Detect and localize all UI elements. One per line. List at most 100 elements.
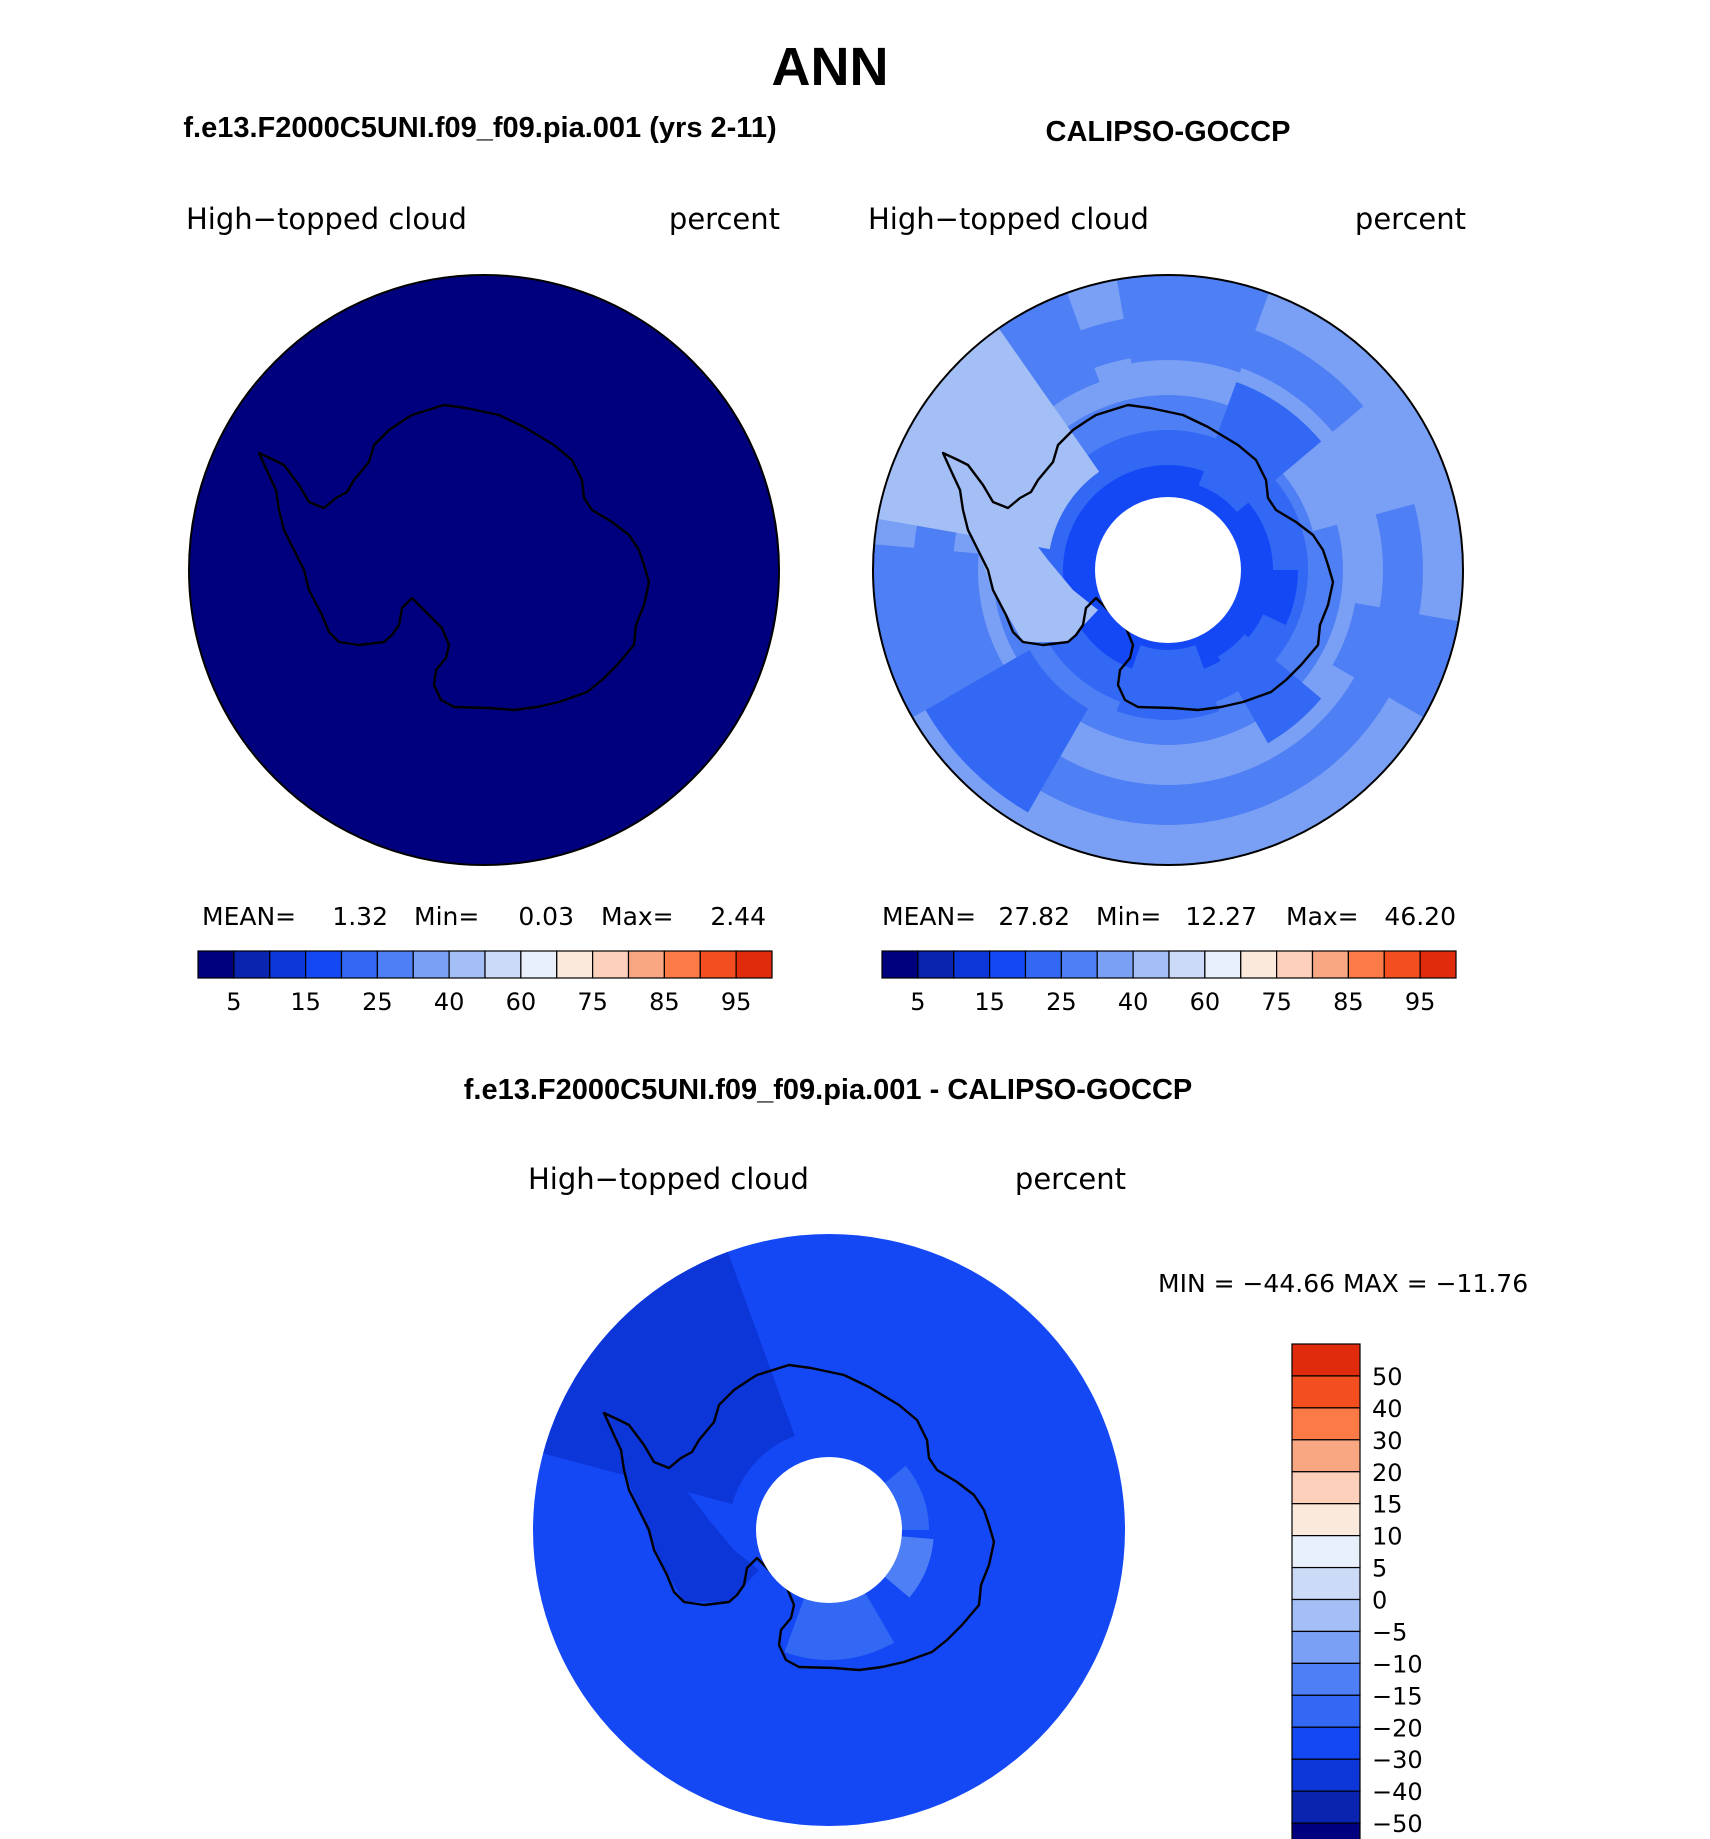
model-max-label: Max= <box>601 902 674 931</box>
diff-colorbar-tick-label: −40 <box>1372 1778 1423 1806</box>
diff-colorbar-tick-label: −20 <box>1372 1714 1423 1742</box>
field-region <box>995 288 1100 407</box>
obs-colorbar-tick-label: 15 <box>974 988 1005 1016</box>
field-region <box>943 453 1098 642</box>
field-region <box>1115 275 1271 373</box>
model-colorbar-tick-label: 15 <box>290 988 321 1016</box>
obs-colorbar-box <box>1383 950 1421 979</box>
diff-colorbar-tick-label: −30 <box>1372 1746 1423 1774</box>
model-colorbar-tick-label: 40 <box>434 988 465 1016</box>
diff-colorbar-box <box>1291 1407 1361 1441</box>
obs-mean-value: 27.82 <box>998 902 1070 931</box>
obs-colorbar-box <box>1060 950 1098 979</box>
obs-panel: CALIPSO-GOCCP High−topped cloud percent … <box>868 116 1466 1016</box>
diff-colorbar-tick-label: 30 <box>1372 1427 1403 1455</box>
diff-variable-label: High−topped cloud <box>528 1162 809 1196</box>
model-colorbar-box <box>305 950 343 979</box>
obs-map-border <box>872 274 1464 866</box>
field-region <box>784 1590 894 1660</box>
model-map <box>188 274 780 866</box>
obs-colorbar-box <box>1347 950 1385 979</box>
diff-colorbar-tick-label: 15 <box>1372 1491 1403 1519</box>
obs-colorbar-box <box>989 950 1027 979</box>
diff-colorbar-box <box>1291 1343 1361 1377</box>
model-colorbar: 5 15 25 40 60 75 85 95 <box>197 950 773 1016</box>
model-panel: f.e13.F2000C5UNI.f09_f09.pia.001 (yrs 2-… <box>183 112 780 1016</box>
obs-min-value: 12.27 <box>1185 902 1257 931</box>
diff-colorbar-tick-label: −10 <box>1372 1650 1423 1678</box>
obs-map-field <box>873 275 1463 865</box>
model-mean-value: 1.32 <box>332 902 388 931</box>
diff-colorbar-tick-label: −5 <box>1372 1618 1407 1646</box>
obs-max-label: Max= <box>1286 902 1359 931</box>
model-colorbar-tick-label: 5 <box>226 988 241 1016</box>
obs-colorbar-tick-label: 25 <box>1046 988 1077 1016</box>
diff-minmax-label: MIN = −44.66 MAX = −11.76 <box>1158 1269 1528 1298</box>
diff-colorbar-box <box>1291 1822 1361 1839</box>
obs-min-label: Min= <box>1096 902 1161 931</box>
obs-colorbar-box <box>1419 950 1457 979</box>
model-colorbar-box <box>448 950 486 979</box>
diff-colorbar-box <box>1291 1566 1361 1601</box>
diff-colorbar-tick-label: 5 <box>1372 1555 1387 1583</box>
obs-colorbar-tick-label: 75 <box>1261 988 1292 1016</box>
obs-polar-gap <box>1095 497 1241 643</box>
obs-colorbar: 5 15 25 40 60 75 85 95 <box>881 950 1457 1016</box>
model-colorbar-box <box>340 950 378 979</box>
model-colorbar-box <box>269 950 307 979</box>
model-max-value: 2.44 <box>710 902 766 931</box>
field-region <box>882 1536 934 1598</box>
diff-colorbar-box <box>1291 1662 1361 1696</box>
obs-colorbar-box <box>1311 950 1349 979</box>
model-colorbar-tick-label: 60 <box>506 988 537 1016</box>
field-region <box>873 543 1004 720</box>
model-map-border <box>188 274 780 866</box>
model-colorbar-box <box>592 950 630 979</box>
model-colorbar-box <box>735 950 773 979</box>
diff-polar-gap <box>756 1457 902 1603</box>
field-region <box>882 1465 929 1530</box>
model-colorbar-tick-label: 25 <box>362 988 393 1016</box>
model-colorbar-tick-label: 95 <box>721 988 752 1016</box>
obs-colorbar-box <box>1132 950 1170 979</box>
diff-colorbar-box <box>1291 1439 1361 1473</box>
field-region <box>604 1413 759 1602</box>
model-colorbar-box <box>376 950 414 979</box>
diff-colorbar-tick-label: 50 <box>1372 1363 1403 1391</box>
obs-colorbar-box <box>1096 950 1134 979</box>
diff-panel-header: f.e13.F2000C5UNI.f09_f09.pia.001 - CALIP… <box>464 1074 1192 1106</box>
field-region <box>1282 377 1458 532</box>
diff-panel: f.e13.F2000C5UNI.f09_f09.pia.001 - CALIP… <box>464 1074 1528 1839</box>
obs-map <box>872 274 1464 866</box>
diff-colorbar-box <box>1291 1790 1361 1824</box>
diff-colorbar-box <box>1291 1630 1361 1664</box>
diff-colorbar-tick-label: 20 <box>1372 1459 1403 1487</box>
obs-mean-label: MEAN= <box>882 902 976 931</box>
field-region <box>189 275 779 865</box>
model-units-label: percent <box>669 202 780 236</box>
model-colorbar-box <box>484 950 522 979</box>
diff-colorbar-tick-label: 40 <box>1372 1395 1403 1423</box>
field-region <box>873 324 1100 550</box>
model-variable-label: High−topped cloud <box>186 202 467 236</box>
model-colorbar-tick-label: 85 <box>649 988 680 1016</box>
model-min-value: 0.03 <box>518 902 574 931</box>
obs-colorbar-box <box>1024 950 1062 979</box>
diff-colorbar-tick-label: 0 <box>1372 1587 1387 1615</box>
obs-colorbar-box <box>1276 950 1314 979</box>
figure-title: ANN <box>772 37 889 97</box>
model-colorbar-box <box>663 950 701 979</box>
obs-units-label: percent <box>1355 202 1466 236</box>
model-colorbar-box <box>197 950 235 979</box>
model-colorbar-box <box>520 950 558 979</box>
field-region <box>539 1248 795 1505</box>
diff-colorbar-box <box>1291 1694 1361 1728</box>
obs-colorbar-box <box>917 950 955 979</box>
diff-map <box>533 1234 1125 1826</box>
field-region <box>925 650 1088 813</box>
obs-colorbar-box <box>1204 950 1242 979</box>
diff-colorbar-box <box>1291 1598 1361 1633</box>
diff-colorbar-box <box>1291 1535 1361 1569</box>
diff-colorbar-tick-label: −50 <box>1372 1810 1423 1838</box>
